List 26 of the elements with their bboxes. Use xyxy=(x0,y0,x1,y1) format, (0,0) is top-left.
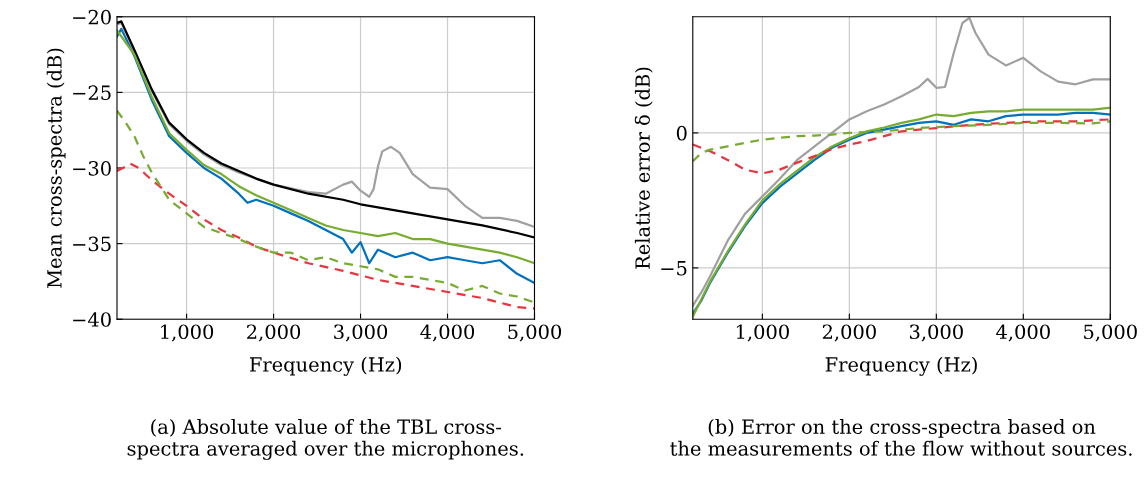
x-tick-label: 4,000 xyxy=(996,324,1050,342)
y-axis-title: Relative error δ (dB) xyxy=(634,67,653,269)
text: (a) Absolute value of the TBL cross- spectra averaged over the microphones. xyxy=(127,418,524,460)
x-tick-label: 2,000 xyxy=(247,324,301,342)
y-tick-label: 0 xyxy=(676,125,687,141)
y-tick-label: −25 xyxy=(73,85,111,101)
x-tick-label: 3,000 xyxy=(334,324,388,342)
y-tick-label: −5 xyxy=(661,261,687,276)
line-series xyxy=(692,118,1111,175)
x-tick-label: 1,000 xyxy=(161,324,214,342)
x-tick-label: 3,000 xyxy=(909,324,963,342)
y-tick-label: −35 xyxy=(73,236,111,252)
text: (b) Error on the cross-spectra based on the measurements of the flow without sources. xyxy=(670,418,1132,456)
x-axis-title: Frequency (Hz) xyxy=(825,356,977,376)
line-series xyxy=(116,162,535,310)
y-tick-label: −40 xyxy=(73,312,111,327)
x-tick-label: 1,000 xyxy=(736,324,789,342)
x-tick-label: 5,000 xyxy=(1084,324,1137,342)
y-tick-label: −30 xyxy=(73,160,111,176)
y-axis-title: Mean cross-spectra (dB) xyxy=(46,48,66,288)
y-tick-label: −20 xyxy=(73,9,111,25)
x-tick-label: 4,000 xyxy=(420,324,475,342)
line-series xyxy=(116,109,535,304)
x-tick-label: 2,000 xyxy=(822,324,876,342)
x-axis-title: Frequency (Hz) xyxy=(249,356,402,376)
x-tick-label: 5,000 xyxy=(508,324,562,342)
